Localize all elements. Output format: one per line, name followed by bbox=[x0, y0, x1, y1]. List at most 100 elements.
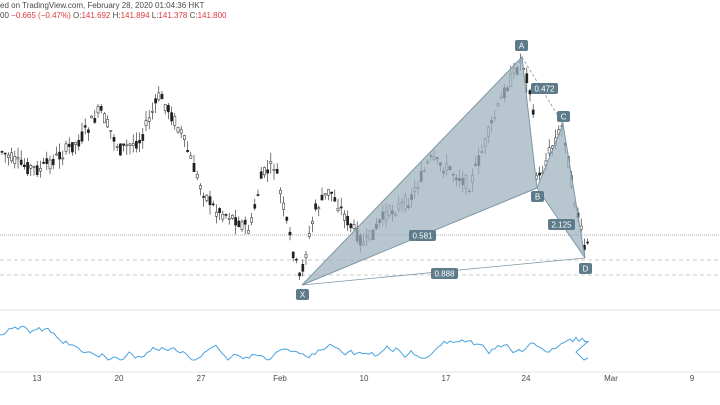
candle-body-105 bbox=[336, 207, 340, 211]
candle-body-10 bbox=[32, 166, 36, 168]
candle-body-45 bbox=[144, 120, 148, 126]
x-tick-label-1: 20 bbox=[115, 374, 124, 383]
candle-body-98 bbox=[314, 203, 317, 210]
close-value: 141.800 bbox=[197, 11, 227, 20]
candle-body-8 bbox=[26, 162, 29, 174]
point-x-marker[interactable] bbox=[296, 289, 309, 300]
candle-body-47 bbox=[151, 111, 154, 113]
candle-body-14 bbox=[45, 158, 49, 164]
candle-body-77 bbox=[247, 230, 250, 234]
x-tick-label-5: 17 bbox=[442, 374, 451, 383]
candle-body-91 bbox=[291, 251, 295, 259]
x-tick-label-6: 24 bbox=[522, 374, 531, 383]
ratio-bd-box[interactable] bbox=[548, 219, 575, 230]
candle-body-165 bbox=[528, 90, 532, 95]
candle-body-42 bbox=[135, 140, 138, 149]
candle-body-84 bbox=[269, 161, 273, 164]
candle-body-37 bbox=[119, 143, 122, 156]
candle-body-24 bbox=[77, 140, 81, 147]
candle-body-29 bbox=[93, 118, 97, 123]
ratio-xb-box[interactable] bbox=[409, 230, 436, 241]
candle-body-168 bbox=[538, 172, 541, 176]
ratio-xd-label: 0.888 bbox=[434, 270, 455, 279]
candle-body-40 bbox=[128, 143, 132, 146]
candle-body-17 bbox=[55, 153, 58, 156]
candle-body-93 bbox=[298, 272, 301, 277]
time-axis: 13 20 27 Feb 10 17 24 Mar 9 bbox=[33, 374, 695, 383]
candle-body-102 bbox=[327, 189, 330, 196]
ratio-xd-box[interactable] bbox=[431, 268, 458, 279]
candle-body-11 bbox=[35, 165, 39, 175]
candle-body-49 bbox=[157, 92, 161, 101]
ratio-xb-label: 0.581 bbox=[412, 232, 433, 241]
candle-body-100 bbox=[320, 194, 324, 201]
candle-body-4 bbox=[13, 156, 17, 164]
candle-body-36 bbox=[115, 146, 119, 148]
candle-body-30 bbox=[96, 106, 100, 114]
candle-body-101 bbox=[323, 193, 327, 196]
candle-body-39 bbox=[125, 144, 129, 147]
candle-body-12 bbox=[39, 168, 42, 172]
point-x-label: X bbox=[300, 291, 306, 300]
candle-body-55 bbox=[176, 127, 180, 133]
x-tick-label-2: 27 bbox=[197, 374, 206, 383]
candle-body-183 bbox=[586, 241, 589, 244]
candle-body-56 bbox=[179, 129, 183, 134]
candle-body-90 bbox=[288, 231, 292, 236]
candle-body-59 bbox=[189, 155, 193, 159]
candle-body-109 bbox=[349, 223, 353, 229]
candle-body-58 bbox=[186, 150, 189, 152]
point-c-label: C bbox=[561, 113, 567, 122]
candle-body-46 bbox=[147, 117, 151, 122]
point-d-label: D bbox=[583, 265, 589, 274]
candle-body-96 bbox=[307, 233, 311, 237]
candle-body-89 bbox=[285, 216, 289, 221]
pattern-triangle-bcd bbox=[536, 122, 586, 259]
candle-body-26 bbox=[83, 125, 87, 128]
ratio-bd-label: 2.125 bbox=[551, 221, 572, 230]
candle-body-32 bbox=[103, 113, 106, 124]
candle-body-70 bbox=[224, 214, 228, 216]
candle-body-52 bbox=[167, 105, 170, 113]
pattern-ac-line bbox=[521, 56, 564, 125]
candle-body-33 bbox=[106, 119, 109, 128]
candle-body-51 bbox=[163, 104, 167, 111]
candle-body-166 bbox=[531, 109, 535, 115]
point-c-marker[interactable] bbox=[557, 111, 570, 122]
candle-body-164 bbox=[525, 73, 529, 84]
candle-body-15 bbox=[48, 159, 52, 170]
header-source-text: ed on TradingView.com, February 28, 2020… bbox=[0, 1, 205, 10]
candle-body-75 bbox=[240, 221, 244, 230]
candle-body-63 bbox=[202, 196, 205, 198]
candle-body-50 bbox=[160, 94, 164, 100]
candle-body-74 bbox=[237, 220, 241, 227]
pattern-labels: A B C D X 0.581 0.472 2.125 0.888 bbox=[296, 40, 592, 300]
candle-body-54 bbox=[173, 116, 177, 126]
candle-body-87 bbox=[279, 189, 282, 195]
x-tick-label-0: 13 bbox=[33, 374, 42, 383]
candle-body-66 bbox=[211, 203, 215, 206]
candle-body-6 bbox=[19, 159, 23, 165]
candle-body-83 bbox=[266, 169, 269, 174]
header-prefix: 00 bbox=[0, 11, 9, 20]
candle-body-9 bbox=[29, 165, 33, 169]
chart-header-line2: 00 −0.665 (−0.47%) O:141.692 H:141.894 L… bbox=[0, 11, 227, 20]
candle-body-31 bbox=[99, 106, 103, 111]
point-a-marker[interactable] bbox=[515, 40, 528, 51]
candle-body-38 bbox=[122, 143, 125, 146]
ratio-ac-box[interactable] bbox=[531, 83, 558, 94]
candle-body-3 bbox=[10, 152, 13, 162]
candle-body-108 bbox=[346, 215, 349, 226]
point-b-marker[interactable] bbox=[531, 191, 544, 202]
candle-body-61 bbox=[195, 173, 199, 179]
candle-body-16 bbox=[51, 158, 55, 166]
open-value: 141.692 bbox=[81, 11, 111, 20]
candle-body-18 bbox=[58, 151, 61, 160]
candle-body-79 bbox=[253, 204, 257, 209]
candle-body-80 bbox=[256, 194, 260, 196]
candle-body-28 bbox=[90, 115, 93, 119]
candle-body-7 bbox=[23, 164, 26, 168]
candle-body-85 bbox=[272, 169, 276, 171]
point-d-marker[interactable] bbox=[579, 263, 592, 274]
